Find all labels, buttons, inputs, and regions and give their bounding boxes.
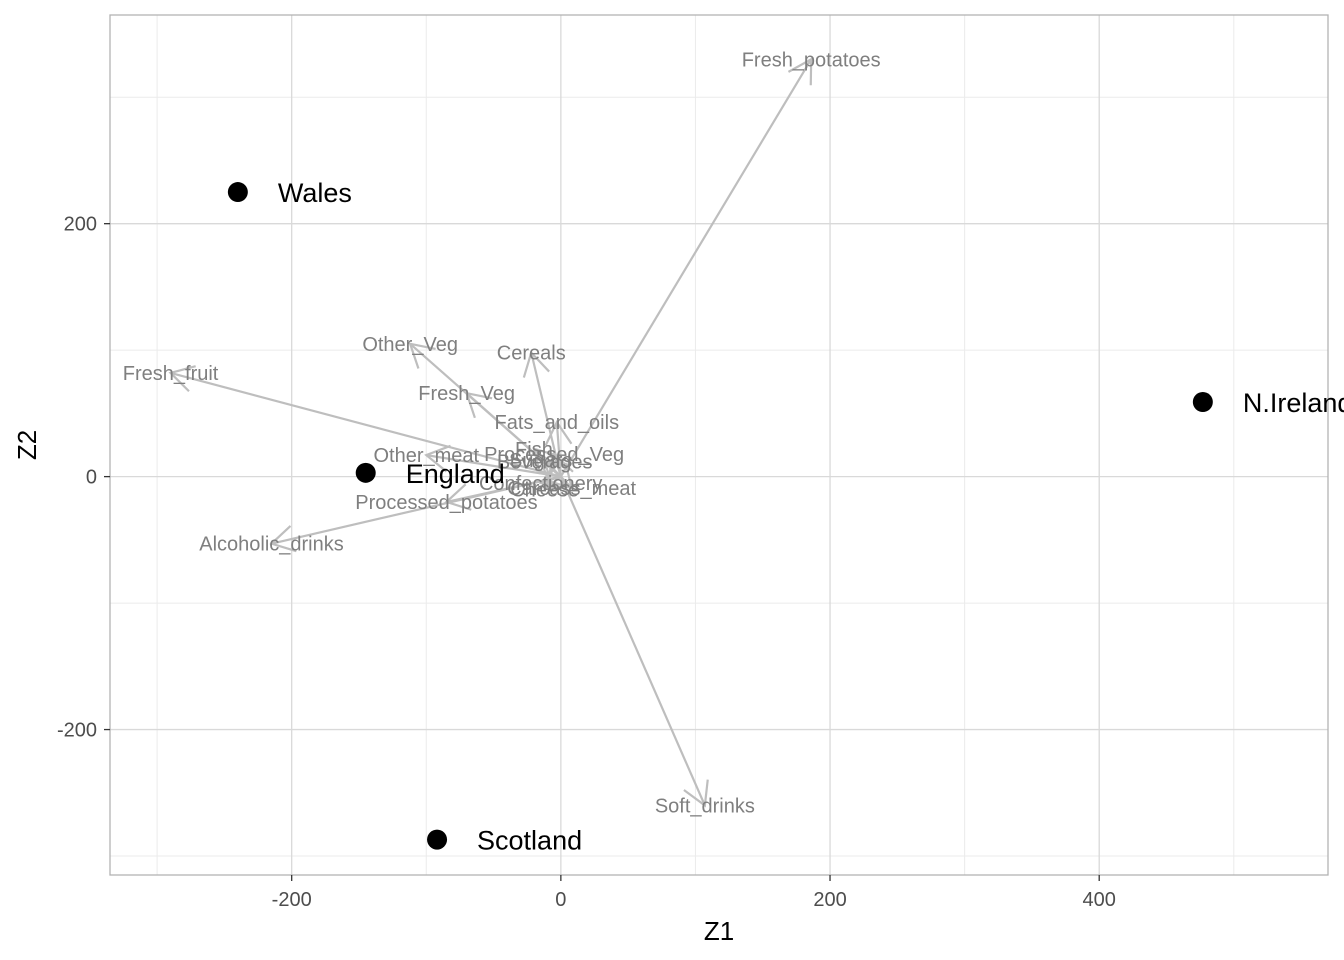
loading-arrow-head	[544, 420, 573, 447]
loading-arrow-shaft	[446, 475, 562, 503]
loading-arrow-head	[546, 462, 574, 490]
y-tick-label: 200	[64, 214, 97, 236]
loading-label: Fish	[515, 439, 553, 461]
loading-labels: Fresh_potatoes Soft_drinks Fresh_fruit Alco…	[123, 49, 881, 817]
loading-arrows	[168, 57, 813, 808]
loading-label: Cheese	[510, 479, 579, 501]
loading-label: Beverages	[497, 451, 593, 473]
loading-arrow-head	[424, 444, 451, 473]
loading-label: Other_Veg	[362, 334, 458, 356]
loading-label: Carcass_meat	[507, 478, 636, 500]
observation-label: Scotland	[477, 826, 582, 856]
observation-point	[355, 462, 376, 483]
loading-arrow-head	[168, 365, 196, 393]
x-axis-ticks: -200 0 200 400	[272, 875, 1116, 911]
x-tick-label: 0	[555, 889, 566, 911]
loading-arrow-head	[787, 57, 813, 86]
panel-border	[109, 14, 1329, 876]
loading-arrow-shaft	[559, 58, 813, 478]
loading-arrow-head	[269, 525, 297, 553]
loading-label: Fats_and_oils	[495, 412, 620, 434]
observation-label: Wales	[278, 178, 352, 208]
x-tick-label: 200	[813, 889, 846, 911]
loading-label: Fresh_fruit	[123, 363, 219, 385]
x-axis-title: Z1	[704, 916, 734, 946]
observation-labels: Wales England Scotland N.Ireland	[278, 178, 1344, 856]
observation-points	[227, 182, 1213, 850]
loading-arrow-head	[542, 464, 571, 491]
major-gridlines	[110, 15, 1328, 875]
loading-arrow-head	[522, 350, 550, 378]
loading-label: Confectionery	[479, 473, 602, 495]
loading-arrow-shaft	[426, 454, 562, 478]
minor-gridlines	[110, 15, 1328, 875]
observation-point	[227, 182, 248, 203]
loading-arrow-head	[444, 483, 472, 511]
loading-arrow-shaft	[555, 422, 562, 477]
observation-point	[427, 829, 448, 850]
loading-label: Fresh_Veg	[418, 383, 515, 405]
y-axis-title: Z2	[12, 430, 42, 460]
x-tick-label: -200	[272, 889, 312, 911]
loading-label: Sugars	[509, 450, 572, 472]
loading-arrow-shaft	[170, 371, 562, 478]
loading-label: Alcoholic_drinks	[199, 534, 344, 556]
y-axis-ticks: -200 0 200	[57, 214, 110, 742]
loading-arrow-shaft	[560, 475, 573, 489]
loading-arrow-head	[408, 342, 436, 369]
loading-label: Other_meat	[373, 445, 479, 467]
loading-arrow-head	[532, 447, 560, 475]
x-tick-label: 400	[1083, 889, 1116, 911]
loading-arrow-shaft	[559, 476, 706, 806]
y-tick-label: 0	[86, 467, 97, 489]
y-tick-label: -200	[57, 720, 97, 742]
observation-label: England	[406, 459, 505, 489]
loading-label: Fresh_potatoes	[742, 49, 881, 71]
observation-point	[1192, 392, 1213, 412]
loading-arrow-head	[683, 779, 709, 808]
loading-label: Soft_drinks	[655, 795, 755, 817]
observation-label: N.Ireland	[1243, 388, 1344, 418]
loading-label: Processed_potatoes	[355, 492, 537, 514]
loading-label: Cereals	[497, 343, 566, 365]
loading-arrow-head	[465, 391, 493, 419]
loading-label: Processed_Veg	[484, 444, 624, 466]
